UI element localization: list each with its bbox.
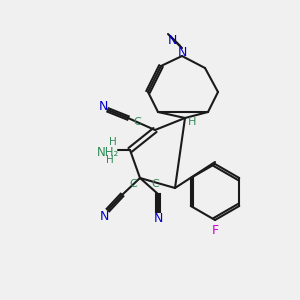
Text: H: H [106,155,114,165]
Text: N: N [98,100,108,113]
Text: N: N [99,211,109,224]
Text: H: H [109,137,117,147]
Text: C: C [133,117,141,127]
Text: N: N [177,46,187,59]
Text: NH₂: NH₂ [97,146,119,158]
Text: H: H [188,117,196,127]
Text: N: N [167,34,177,46]
Text: F: F [212,224,219,236]
Text: C: C [129,179,137,189]
Text: C: C [151,179,159,189]
Text: N: N [153,212,163,224]
